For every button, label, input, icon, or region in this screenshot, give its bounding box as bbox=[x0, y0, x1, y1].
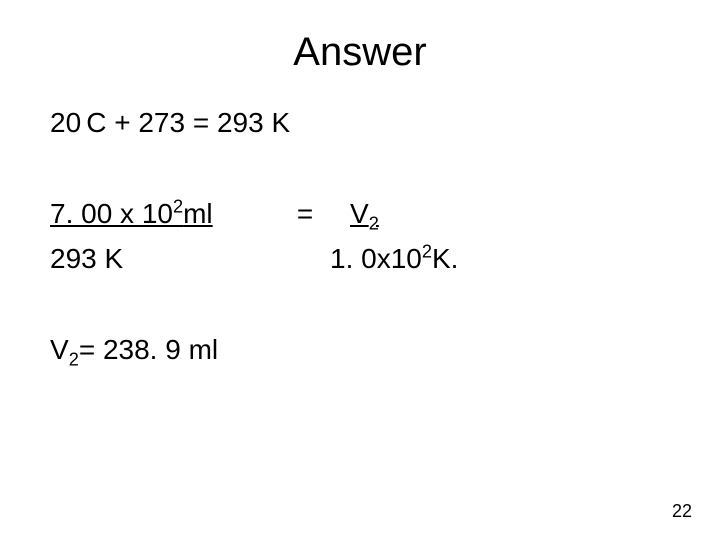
conversion-line: 20 C + 273 = 293 K bbox=[50, 105, 670, 141]
slide-title: Answer bbox=[50, 30, 670, 75]
equation-numerator-row: 7. 00 x 102ml = V2 bbox=[50, 196, 670, 232]
right-denominator: 1. 0x102K. bbox=[330, 241, 510, 277]
temp-conversion-rest: C + 273 = 293 K bbox=[86, 107, 290, 138]
equation-denominator-row: 293 K 1. 0x102K. bbox=[50, 241, 670, 277]
result-v: V bbox=[50, 334, 69, 365]
left-num-exp: 2 bbox=[173, 197, 183, 217]
equals-sign: = bbox=[280, 196, 330, 232]
left-num-unit: ml bbox=[183, 198, 213, 229]
left-numerator: 7. 00 x 102ml bbox=[50, 196, 280, 232]
page-number: 22 bbox=[672, 501, 692, 522]
v2-symbol: V bbox=[350, 198, 369, 229]
result-line: V2= 238. 9 ml bbox=[50, 332, 670, 368]
left-denominator: 293 K bbox=[50, 241, 280, 277]
temp-celsius: 20 bbox=[50, 107, 81, 138]
right-den-coeff: 1. 0x10 bbox=[330, 243, 422, 274]
v2-subscript: 2 bbox=[369, 214, 379, 234]
right-den-exp: 2 bbox=[422, 241, 432, 261]
right-numerator: V2 bbox=[330, 196, 510, 232]
slide: Answer 20 C + 273 = 293 K 7. 00 x 102ml … bbox=[0, 0, 720, 540]
result-rest: = 238. 9 ml bbox=[79, 334, 218, 365]
result-sub: 2 bbox=[69, 350, 79, 370]
right-den-unit: K. bbox=[432, 243, 458, 274]
equation-block: 7. 00 x 102ml = V2 293 K 1. 0x102K. bbox=[50, 196, 670, 277]
left-num-coeff: 7. 00 x 10 bbox=[50, 198, 173, 229]
